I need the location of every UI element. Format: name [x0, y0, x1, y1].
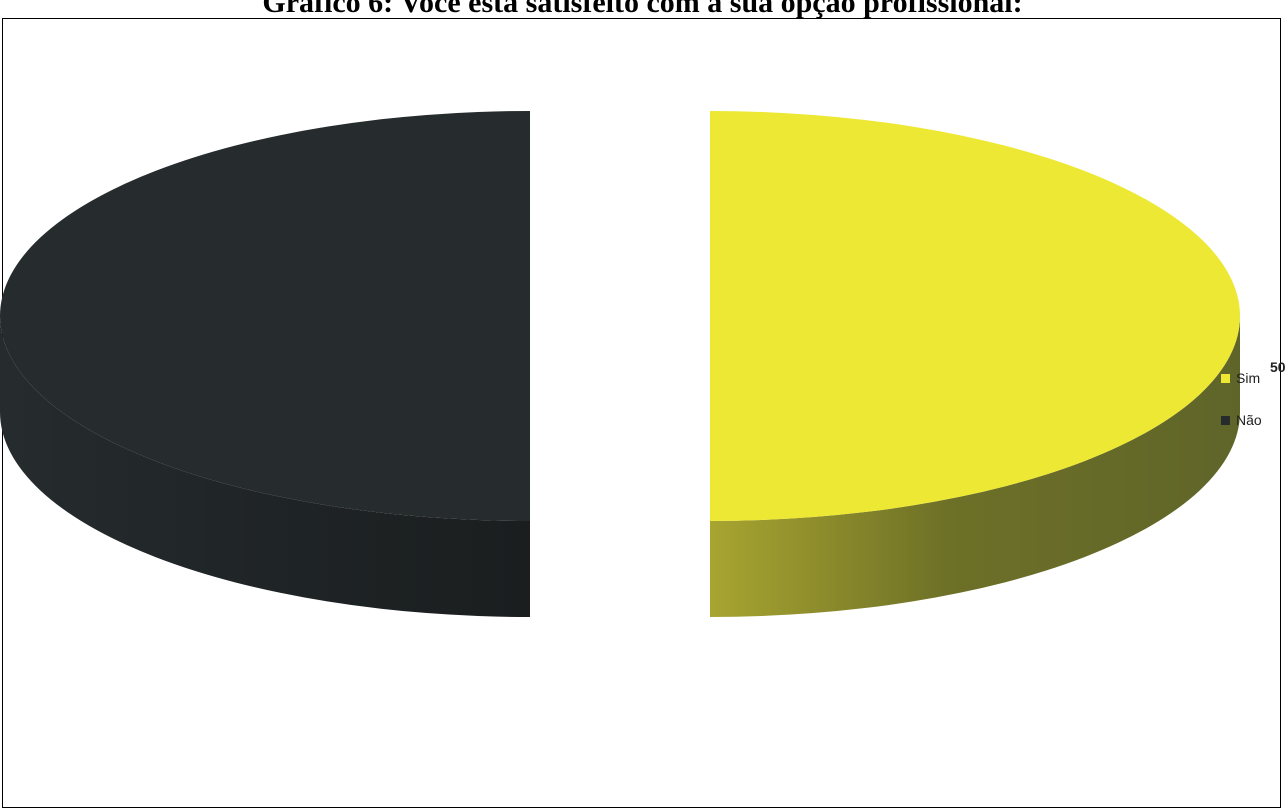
slice-side-sim	[710, 316, 1240, 617]
data-labels-layer: 50%50%	[1270, 359, 1285, 375]
slice-top-nao	[0, 111, 530, 521]
pie-slice-sim	[710, 111, 1240, 617]
chart-title: Gráfico 6: Você está satisfeito com a su…	[262, 0, 1023, 19]
legend-item-nao: Não	[1221, 412, 1262, 428]
pie-slice-nao	[0, 111, 530, 617]
legend: Sim Não	[1221, 370, 1262, 428]
slices-layer	[0, 111, 1240, 617]
legend-label-sim: Sim	[1236, 370, 1260, 386]
slice-top-sim	[710, 111, 1240, 521]
data-label-sim: 50%	[1270, 359, 1285, 375]
slice-side-nao	[0, 316, 530, 617]
legend-label-nao: Não	[1236, 412, 1262, 428]
legend-swatch-sim	[1221, 374, 1230, 383]
legend-item-sim: Sim	[1221, 370, 1260, 386]
legend-swatch-nao	[1221, 416, 1230, 425]
